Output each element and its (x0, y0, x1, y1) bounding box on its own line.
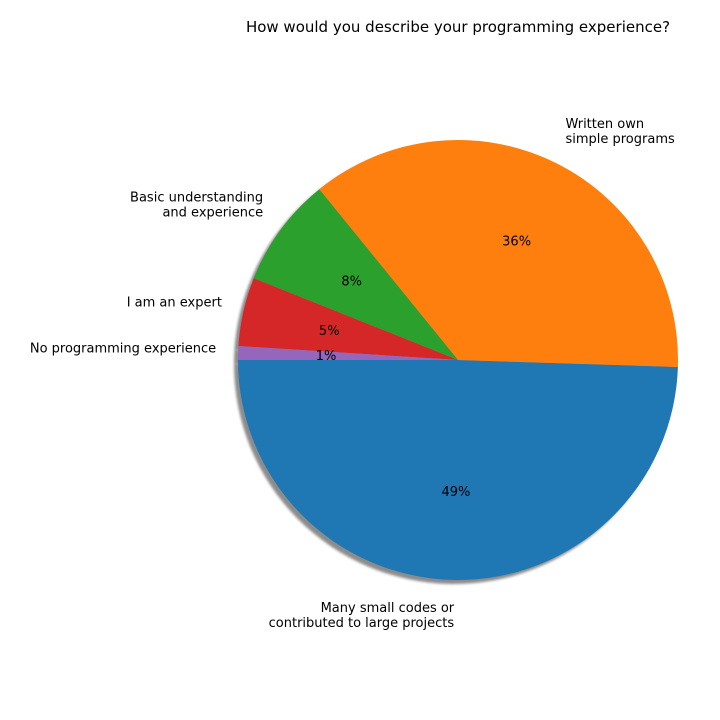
slice-label-basic-understanding: Basic understanding and experience (130, 191, 263, 221)
pct-label-i-am-an-expert: 5% (319, 324, 340, 339)
slice-label-line: No programming experience (30, 341, 216, 356)
slice-label-line: contributed to large projects (269, 616, 455, 631)
pie-slice-i-am-an-expert (238, 278, 458, 360)
slice-label-line: I am an expert (127, 296, 222, 311)
slice-label-line: simple programs (565, 132, 675, 147)
pie-slice-no-programming-experience (238, 346, 458, 360)
slice-label-written-own: Written own simple programs (565, 117, 675, 147)
pct-label-no-programming-experience: 1% (316, 349, 337, 364)
slice-label-line: Many small codes or (321, 601, 455, 616)
slice-label-line: Written own (565, 117, 644, 132)
chart-title: How would you describe your programming … (246, 18, 670, 36)
pie-slice-basic-understanding (253, 189, 458, 360)
pie-labels: 49% Many small codes or contributed to lar… (30, 117, 675, 631)
pct-label-many-small-codes-or: 49% (441, 485, 470, 500)
pct-label-written-own: 36% (502, 235, 531, 250)
pie-slices (238, 139, 678, 580)
slice-label-many-small-codes-or: Many small codes or contributed to large … (269, 601, 455, 631)
pie-slice-many-small-codes-or (238, 360, 678, 580)
pct-label-basic-understanding: 8% (341, 275, 362, 290)
slice-label-line: Basic understanding (130, 191, 263, 206)
slice-label-no-programming-experience: No programming experience (30, 341, 216, 356)
slice-label-line: and experience (162, 206, 263, 221)
pie-slice-written-own (319, 139, 678, 367)
slice-label-i-am-an-expert: I am an expert (127, 296, 222, 311)
